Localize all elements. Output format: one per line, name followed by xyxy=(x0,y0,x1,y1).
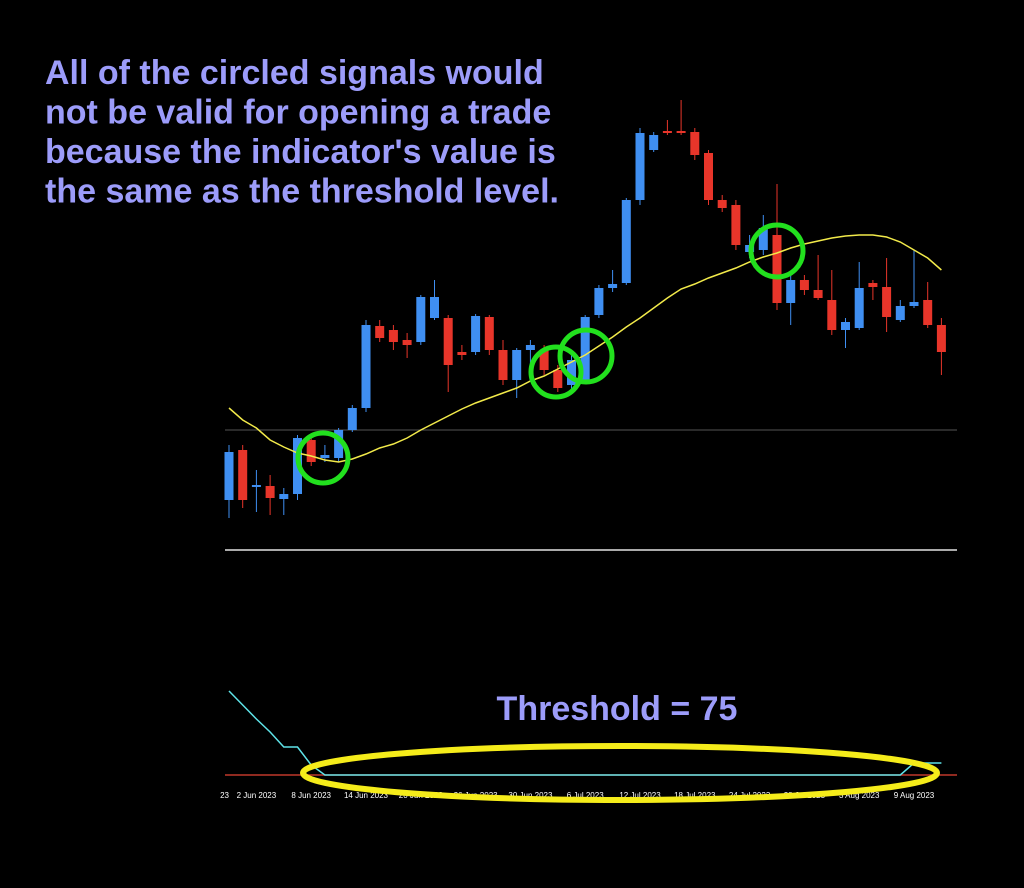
x-tick-label: 30 Jun 2023 xyxy=(508,791,553,800)
candle-body xyxy=(676,131,686,133)
candle-body xyxy=(443,318,453,365)
annotation-line: the same as the threshold level. xyxy=(45,173,559,211)
candle-body xyxy=(608,284,618,288)
candle-body xyxy=(882,287,892,317)
candle-body xyxy=(484,317,494,350)
candle-body xyxy=(758,228,768,250)
signal-circle xyxy=(557,327,615,385)
candle-body xyxy=(512,350,522,380)
candle-body xyxy=(525,345,535,350)
candle-body xyxy=(868,283,878,287)
candle-body xyxy=(320,455,330,458)
candle-body xyxy=(841,322,850,330)
candle-body xyxy=(388,330,398,342)
candle-body xyxy=(704,153,713,200)
candle-body xyxy=(717,200,727,208)
candle-body xyxy=(238,450,248,500)
x-tick-label: 23 xyxy=(220,791,229,800)
candle-body xyxy=(306,440,316,462)
candle-body xyxy=(854,288,864,328)
candle-body xyxy=(265,486,275,498)
x-tick-label: 18 Jul 2023 xyxy=(674,791,716,800)
candle-body xyxy=(402,340,412,345)
signal-circle xyxy=(295,430,351,486)
indicator-line xyxy=(228,690,942,776)
candle-body xyxy=(813,290,823,298)
candle-body xyxy=(690,132,700,155)
x-tick-label: 8 Jun 2023 xyxy=(291,791,331,800)
candle-body xyxy=(936,325,946,352)
candle-body xyxy=(279,494,289,499)
x-tick-label: 3 Aug 2023 xyxy=(839,791,880,800)
candle-body xyxy=(567,360,576,385)
x-tick-label: 2 Jun 2023 xyxy=(237,791,277,800)
candle-body xyxy=(731,205,741,245)
candle-body xyxy=(580,317,590,380)
candle-body xyxy=(457,352,467,355)
candle-body xyxy=(662,131,672,133)
candle-body xyxy=(594,288,604,315)
candle-body xyxy=(827,300,837,330)
candle-body xyxy=(553,370,563,388)
annotation-line: All of the circled signals would xyxy=(45,54,544,92)
threshold-ellipse xyxy=(300,743,940,803)
candle-body xyxy=(649,135,659,150)
indicator-pane xyxy=(225,690,957,776)
candle-body xyxy=(621,200,631,283)
candle-body xyxy=(416,297,426,342)
annotation-line: because the indicator's value is xyxy=(45,133,556,171)
candle-body xyxy=(347,408,357,430)
x-tick-label: 12 Jul 2023 xyxy=(619,791,661,800)
x-tick-label: 9 Aug 2023 xyxy=(894,791,935,800)
candle-body xyxy=(786,280,796,303)
candle-body xyxy=(375,326,385,338)
x-tick-label: 14 Jun 2023 xyxy=(344,791,389,800)
candle-body xyxy=(909,302,919,306)
signal-circles xyxy=(295,222,806,486)
candle-body xyxy=(361,325,371,408)
x-tick-label: 6 Jul 2023 xyxy=(567,791,604,800)
signal-circle xyxy=(528,344,584,400)
threshold-label: Threshold = 75 xyxy=(497,690,738,728)
candle-body xyxy=(430,297,439,318)
candle-body xyxy=(224,452,234,500)
candle-body xyxy=(471,316,481,352)
candle-body xyxy=(772,235,782,303)
candle-body xyxy=(334,430,344,458)
candle-body xyxy=(895,306,905,320)
candle-body xyxy=(498,350,508,380)
candle-body xyxy=(539,350,549,370)
candle-body xyxy=(635,133,645,200)
candle-body xyxy=(251,485,261,487)
candle-body xyxy=(799,280,809,290)
candle-body xyxy=(923,300,933,325)
annotation-line: not be valid for opening a trade xyxy=(45,94,551,132)
signal-circle xyxy=(748,222,806,280)
